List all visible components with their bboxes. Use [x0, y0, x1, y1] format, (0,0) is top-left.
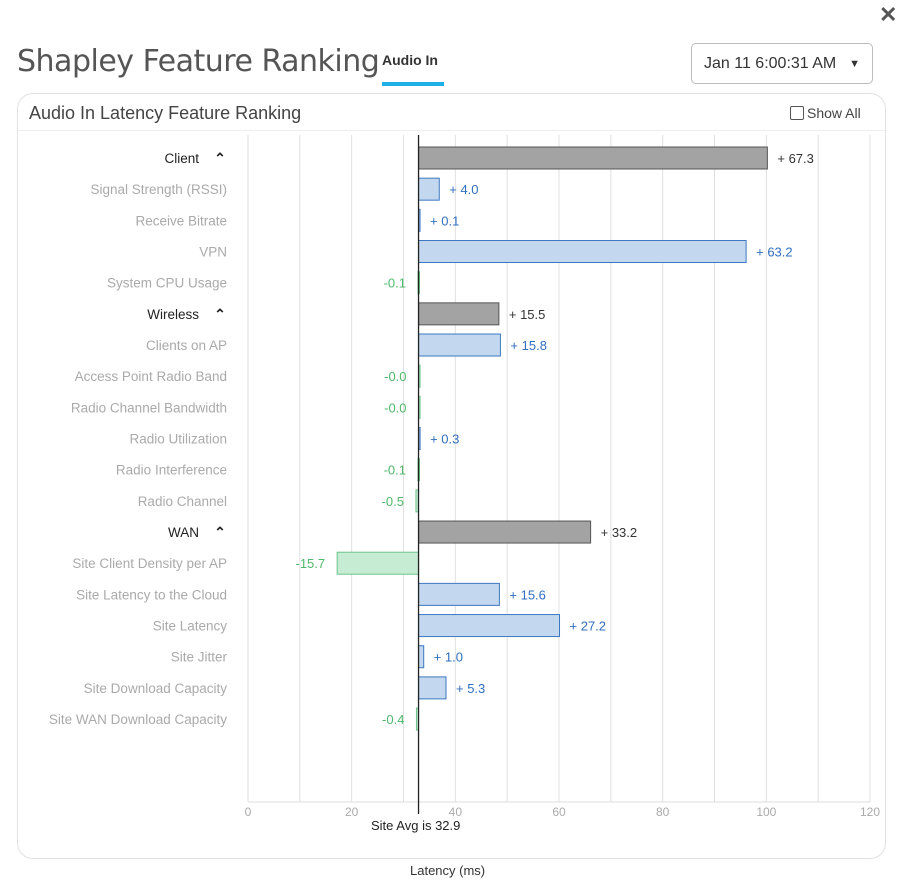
feature-label: Radio Interference [116, 463, 227, 478]
x-tick-label: 20 [345, 805, 359, 819]
date-dropdown[interactable]: Jan 11 6:00:31 AM ▼ [691, 43, 873, 84]
panel-title: Audio In Latency Feature Ranking [29, 103, 302, 123]
value-label: + 5.3 [456, 681, 485, 696]
x-tick-label: 60 [552, 805, 566, 819]
value-label: + 63.2 [756, 245, 793, 260]
feature-label: Radio Channel [138, 494, 227, 509]
feature-label: Site Download Capacity [84, 681, 228, 696]
bar [418, 520, 592, 544]
value-label: + 0.3 [430, 432, 459, 447]
feature-label: Radio Channel Bandwidth [71, 400, 227, 415]
feature-label: VPN [199, 245, 227, 260]
feature-label: Site Latency to the Cloud [76, 587, 227, 602]
group-label: Wireless [147, 307, 199, 322]
value-label: -15.7 [296, 556, 326, 571]
value-label: + 15.8 [510, 338, 547, 353]
feature-label: Site Jitter [171, 650, 228, 665]
value-label: + 67.3 [777, 151, 814, 166]
site-avg-label: Site Avg is 32.9 [371, 818, 461, 833]
group-label: WAN [168, 525, 199, 540]
active-tab-indicator [382, 82, 444, 86]
value-label: + 27.2 [570, 619, 607, 634]
group-label: Client [164, 151, 199, 166]
divider [18, 130, 885, 131]
bar [418, 614, 561, 638]
x-tick-label: 120 [860, 805, 880, 819]
show-all-label: Show All [807, 105, 861, 121]
bar [418, 676, 447, 700]
feature-label: Site WAN Download Capacity [49, 712, 227, 727]
x-axis-label: Latency (ms) [410, 863, 486, 878]
checkbox-icon[interactable] [790, 106, 804, 120]
feature-label: Access Point Radio Band [75, 369, 227, 384]
chevron-up-icon: ⌃ [214, 524, 226, 540]
value-label: + 15.6 [509, 587, 546, 602]
show-all-checkbox[interactable]: Show All [790, 105, 861, 121]
bar [418, 177, 440, 201]
bar [418, 146, 768, 170]
value-label: -0.5 [382, 494, 404, 509]
feature-label: Receive Bitrate [135, 213, 227, 228]
bar [418, 333, 501, 357]
x-tick-label: 40 [449, 805, 463, 819]
bar [336, 551, 420, 575]
close-icon[interactable]: ✕ [879, 2, 898, 27]
value-label: -0.0 [384, 369, 406, 384]
value-label: + 33.2 [601, 525, 638, 540]
value-label: + 4.0 [449, 182, 478, 197]
chevron-up-icon: ⌃ [214, 150, 226, 166]
bar [418, 302, 500, 326]
x-tick-label: 80 [656, 805, 670, 819]
chart-panel [17, 93, 886, 859]
bar [418, 645, 425, 669]
date-value: Jan 11 6:00:31 AM [704, 55, 837, 72]
value-label: + 15.5 [509, 307, 546, 322]
feature-label: Site Client Density per AP [72, 556, 227, 571]
page-title: Shapley Feature Ranking [17, 44, 380, 79]
value-label: + 0.1 [430, 213, 459, 228]
chevron-up-icon: ⌃ [214, 306, 226, 322]
feature-label: Clients on AP [146, 338, 227, 353]
value-label: -0.0 [384, 400, 406, 415]
feature-label: Radio Utilization [129, 432, 227, 447]
feature-label: Signal Strength (RSSI) [90, 182, 227, 197]
feature-label: System CPU Usage [107, 276, 227, 291]
value-label: -0.1 [384, 463, 406, 478]
caret-down-icon: ▼ [849, 58, 860, 70]
bar [418, 582, 500, 606]
feature-label: Site Latency [153, 619, 228, 634]
x-tick-label: 0 [245, 805, 252, 819]
x-tick-label: 100 [756, 805, 776, 819]
bar [418, 240, 747, 264]
value-label: -0.4 [382, 712, 404, 727]
value-label: -0.1 [384, 276, 406, 291]
tab-audio-in[interactable]: Audio In [382, 52, 438, 68]
value-label: + 1.0 [434, 650, 463, 665]
